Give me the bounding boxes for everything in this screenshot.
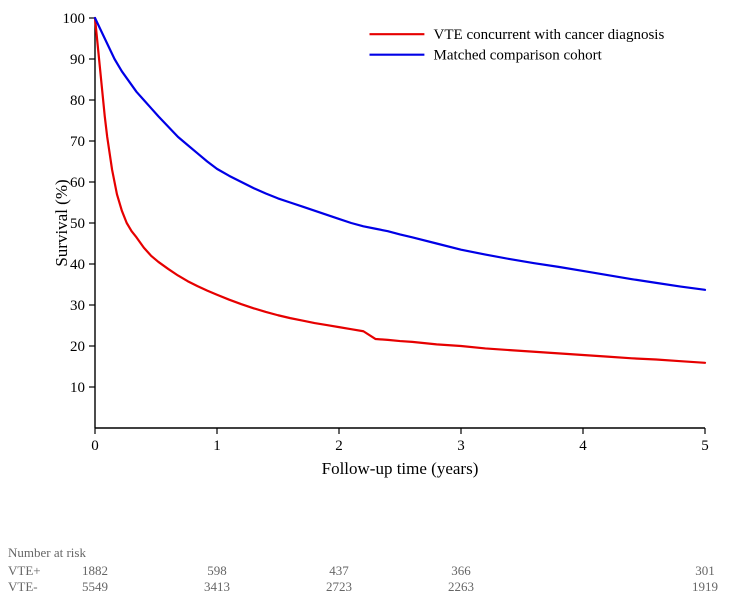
x-tick-label: 5 (701, 438, 709, 454)
risk-cell: 437 (299, 563, 379, 579)
x-tick-label: 1 (213, 438, 221, 454)
chart-container: 0 1 2 3 4 5 10 20 30 40 50 60 70 80 90 100 Follow-up tim… (0, 0, 750, 605)
y-tick-label: 40 (70, 257, 85, 273)
x-axis-label: Follow-up time (years) (322, 459, 479, 478)
y-tick-label: 60 (70, 175, 85, 191)
risk-row-label: VTE- (8, 579, 55, 595)
legend-label: VTE concurrent with cancer diagnosis (434, 27, 665, 43)
risk-cell: 2723 (299, 579, 379, 595)
risk-row-label: VTE+ (8, 563, 55, 579)
y-axis-label: Survival (%) (55, 179, 71, 266)
risk-cell: 598 (177, 563, 257, 579)
y-tick-label: 20 (70, 339, 85, 355)
risk-table-title: Number at risk (8, 545, 745, 561)
x-tick-label: 0 (91, 438, 99, 454)
risk-cell: 2263 (421, 579, 501, 595)
y-tick-label: 90 (70, 52, 85, 68)
series-comparison (95, 18, 705, 290)
risk-cell: 1919 (665, 579, 745, 595)
y-tick-label: 30 (70, 298, 85, 314)
y-tick-label: 100 (63, 11, 86, 27)
risk-cell: 366 (421, 563, 501, 579)
x-tick-label: 2 (335, 438, 343, 454)
number-at-risk-table: Number at risk VTE+1882598437366301VTE-5… (8, 545, 745, 595)
x-tick-label: 3 (457, 438, 465, 454)
y-tick-label: 80 (70, 93, 85, 109)
survival-chart: 0 1 2 3 4 5 10 20 30 40 50 60 70 80 90 100 Follow-up tim… (55, 10, 715, 490)
risk-cell: 301 (665, 563, 745, 579)
y-tick-label: 10 (70, 380, 85, 396)
risk-cell: 5549 (55, 579, 135, 595)
y-tick-label: 70 (70, 134, 85, 150)
y-tick-label: 50 (70, 216, 85, 232)
risk-cell: 3413 (177, 579, 257, 595)
risk-row: VTE+1882 598 437 366 301 (8, 563, 745, 579)
risk-row: VTE-5549 3413 2723 2263 1919 (8, 579, 745, 595)
legend-label: Matched comparison cohort (434, 48, 603, 64)
x-tick-label: 4 (579, 438, 587, 454)
risk-cell: 1882 (55, 563, 135, 579)
series-vte (95, 18, 705, 363)
